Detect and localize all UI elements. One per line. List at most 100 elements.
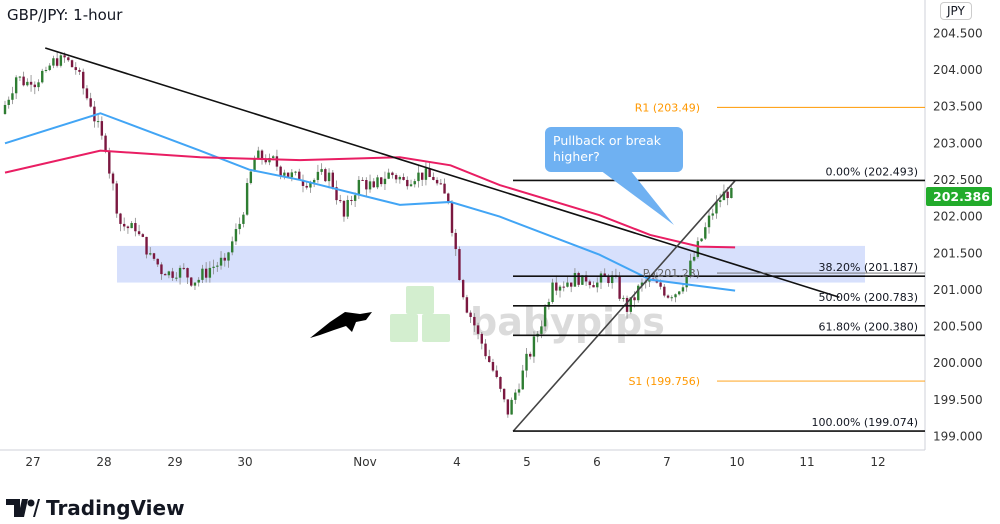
candle-body — [529, 353, 532, 357]
candle-body — [558, 286, 562, 291]
candle-body — [517, 389, 521, 393]
candle-body — [137, 231, 141, 235]
candle-body — [417, 172, 420, 182]
candle-body — [458, 249, 461, 281]
candle-body — [532, 336, 536, 357]
candle-body — [640, 282, 644, 286]
candle-body — [327, 172, 331, 182]
candle-body — [11, 93, 14, 100]
candle-body — [37, 82, 40, 88]
candle-body — [286, 172, 290, 178]
candle-body — [182, 267, 185, 269]
candle-body — [85, 88, 89, 99]
candle-body — [596, 282, 599, 288]
price-tick-label: 199.000 — [933, 430, 983, 444]
candle-body — [89, 98, 92, 107]
candle-body — [491, 362, 495, 371]
candle-body — [82, 71, 85, 89]
candle-body — [394, 175, 398, 180]
tradingview-text: TradingView — [46, 496, 185, 520]
time-tick-label: 7 — [663, 455, 671, 469]
candle-body — [260, 150, 264, 160]
price-tick-label: 204.000 — [933, 63, 983, 77]
candle-body — [197, 279, 200, 283]
candle-body — [100, 121, 104, 136]
tradingview-logo[interactable]: TradingView — [6, 496, 185, 520]
chart-title: GBP/JPY: 1-hour — [7, 6, 123, 24]
candle-body — [219, 257, 223, 266]
bull-icon — [310, 312, 372, 338]
candle-body — [413, 181, 416, 185]
time-tick-label: 11 — [799, 455, 814, 469]
candle-body — [111, 173, 115, 184]
callout-bubble: Pullback or break higher? — [545, 127, 683, 172]
time-tick-label: 12 — [870, 455, 885, 469]
candle-body — [59, 55, 63, 66]
candle-body — [439, 183, 443, 185]
candle-body — [346, 199, 349, 217]
candle-body — [547, 301, 551, 307]
time-tick-label: 27 — [25, 455, 40, 469]
candle-body — [190, 277, 193, 286]
candle-body — [123, 223, 126, 227]
candle-body — [365, 180, 368, 190]
candle-body — [689, 260, 692, 276]
candle-body — [603, 273, 606, 277]
candle-body — [428, 168, 431, 177]
candle-body — [301, 179, 305, 186]
candle-body — [506, 399, 510, 415]
candle-body — [443, 183, 446, 194]
candle-body — [171, 271, 174, 278]
candle-body — [368, 181, 372, 190]
candle-body — [178, 267, 182, 278]
time-tick-label: 4 — [453, 455, 461, 469]
candle-body — [622, 297, 625, 299]
currency-label[interactable]: JPY — [940, 2, 972, 20]
candle-body — [666, 295, 670, 298]
last-price-label: 202.386 — [933, 189, 990, 204]
price-tick-label: 201.500 — [933, 246, 983, 260]
candle-body — [342, 200, 346, 217]
candle-body — [704, 227, 707, 239]
candle-body — [637, 285, 640, 301]
candle-body — [380, 177, 383, 185]
candle-body — [14, 77, 18, 94]
trendline — [44, 47, 840, 298]
babypips-watermark: babypips — [390, 286, 665, 344]
candle-body — [7, 99, 10, 105]
candle-body — [562, 286, 565, 288]
candle-body — [502, 388, 506, 400]
price-tick-label: 204.500 — [933, 26, 983, 40]
moving-average-slow — [4, 149, 736, 249]
fib-level-label: 61.80% (200.380) — [818, 320, 918, 333]
candle-body — [685, 275, 688, 288]
candle-body — [152, 253, 156, 259]
candle-body — [670, 297, 673, 299]
candle-body — [525, 353, 528, 371]
candle-body — [22, 76, 25, 86]
candle-body — [421, 172, 424, 180]
candle-body — [193, 282, 197, 286]
candle-body — [242, 214, 245, 224]
candle-body — [555, 282, 558, 291]
candle-body — [316, 171, 320, 180]
candle-body — [450, 201, 454, 233]
candle-body — [577, 272, 580, 285]
candle-body — [581, 275, 584, 285]
candle-body — [353, 195, 357, 201]
price-tick-label: 202.500 — [933, 173, 983, 187]
candle-body — [610, 275, 614, 284]
price-tick-label: 199.500 — [933, 393, 983, 407]
candle-body — [167, 271, 171, 276]
candle-body — [674, 294, 677, 298]
last-price-tag — [926, 186, 992, 206]
time-tick-label: 29 — [167, 455, 182, 469]
price-tick-label: 200.000 — [933, 356, 983, 370]
candle-body — [201, 268, 204, 280]
candle-body — [607, 276, 610, 284]
pivot-label: P (201.23) — [643, 267, 700, 280]
candle-body — [145, 236, 148, 255]
candle-body — [160, 264, 163, 275]
candle-body — [253, 157, 256, 172]
